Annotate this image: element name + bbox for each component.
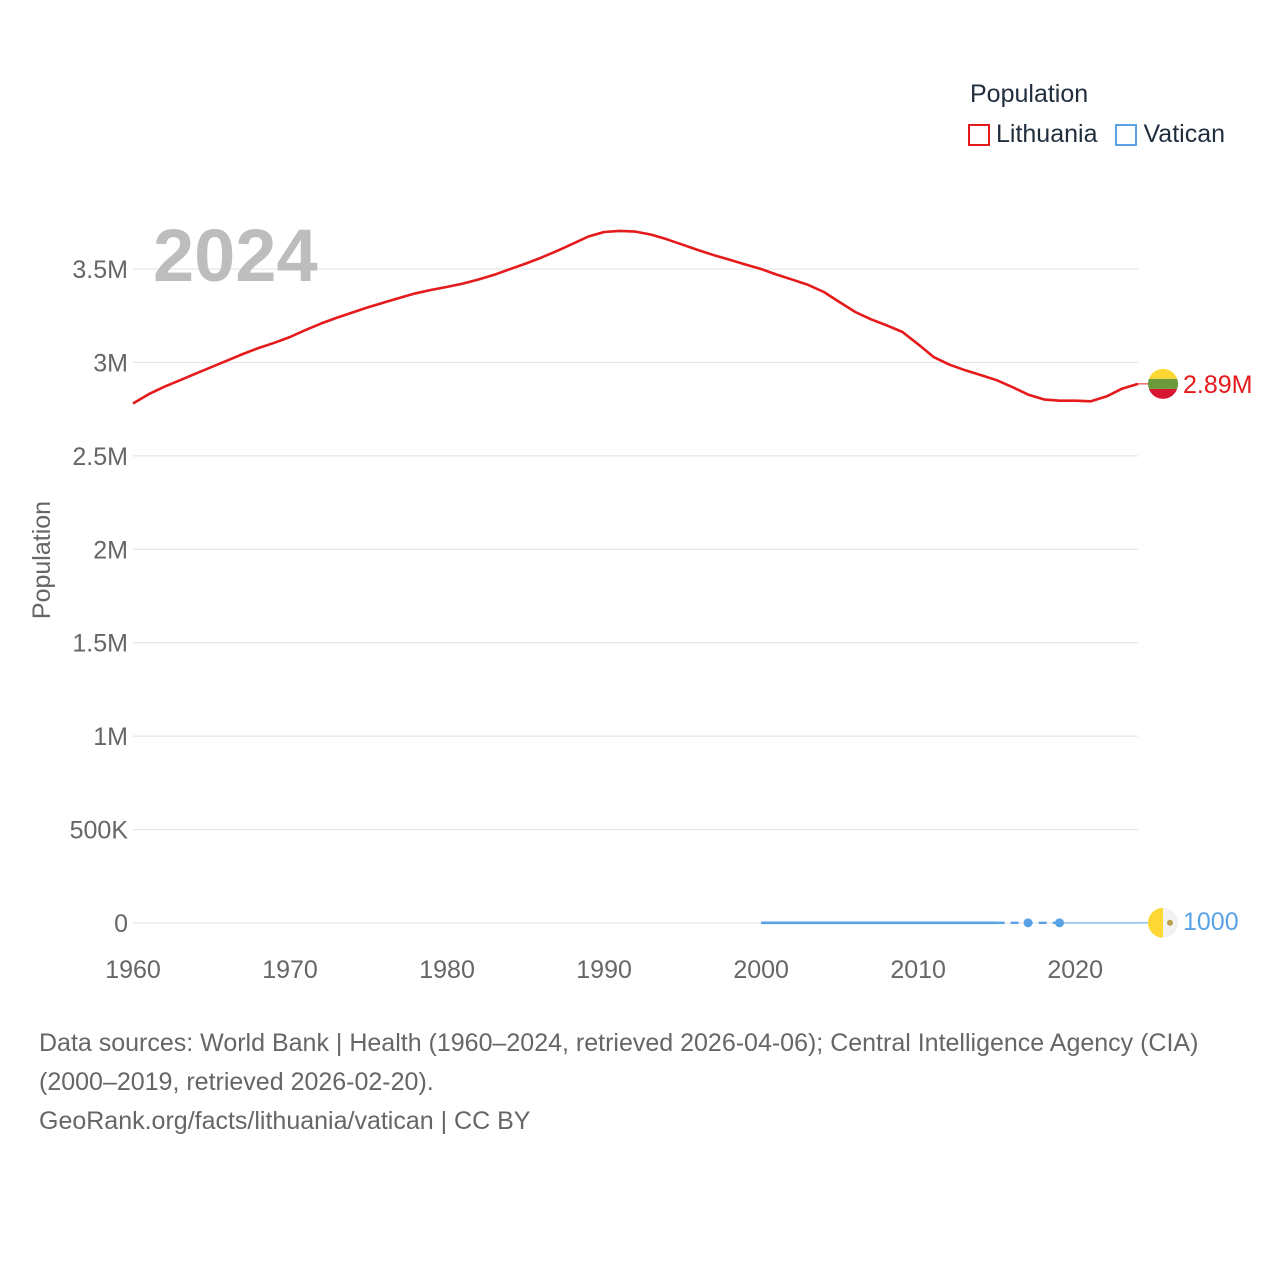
- legend-title: Population: [970, 80, 1089, 108]
- x-tick-label: 1960: [105, 956, 161, 984]
- x-tick-label: 1970: [262, 956, 318, 984]
- flag-halves-vatican: [1148, 907, 1178, 938]
- y-tick-label: 0: [114, 910, 128, 938]
- attribution-link[interactable]: GeoRank.org/facts/lithuania/vatican | CC…: [39, 1107, 531, 1135]
- y-tick-label: 3.5M: [72, 256, 128, 284]
- legend-label-lithuania: Lithuania: [996, 120, 1098, 148]
- y-tick-label: 2M: [93, 536, 128, 564]
- end-label-lithuania: 2.89M: [1183, 371, 1252, 399]
- legend-swatch-lithuania: [968, 123, 990, 146]
- x-tick-label: 1990: [576, 956, 632, 984]
- footer: Data sources: World Bank | Health (1960–…: [39, 1024, 1249, 1141]
- legend-label-vatican: Vatican: [1143, 120, 1226, 148]
- legend: Lithuania Vatican: [968, 120, 1225, 149]
- end-label-vatican: 1000: [1183, 908, 1239, 936]
- y-axis-label: Population: [28, 501, 56, 619]
- flag-emblem: [1167, 919, 1173, 926]
- x-tick-label: 2010: [890, 956, 946, 984]
- y-axis-ticks: 0 500K 1M 1.5M 2M 2.5M 3M 3.5M: [70, 256, 129, 938]
- x-tick-label: 2020: [1047, 956, 1103, 984]
- series-lines: [132, 229, 1160, 928]
- flag-half-yellow: [1148, 907, 1163, 938]
- y-tick-label: 2.5M: [72, 443, 128, 471]
- legend-item-vatican[interactable]: Vatican: [1115, 120, 1225, 149]
- legend-item-lithuania[interactable]: Lithuania: [968, 120, 1097, 149]
- flag-stripe-red: [1148, 388, 1178, 399]
- y-tick-label: 500K: [70, 817, 129, 845]
- x-axis-ticks: 1960 1970 1980 1990 2000 2010 2020: [105, 956, 1103, 984]
- flag-stripes-lithuania: [1148, 368, 1178, 399]
- series-line-lithuania: [132, 229, 1139, 405]
- flag-vatican-icon: [1148, 907, 1178, 938]
- x-tick-label: 2000: [733, 956, 789, 984]
- data-point-vatican: [1023, 918, 1033, 928]
- y-tick-label: 1.5M: [72, 630, 128, 658]
- y-tick-label: 3M: [93, 349, 128, 377]
- legend-swatch-vatican: [1115, 123, 1138, 146]
- year-watermark: 2024: [153, 214, 318, 297]
- grid-lines: [133, 268, 1138, 924]
- flag-stripe-green: [1148, 378, 1178, 389]
- y-tick-label: 1M: [93, 723, 128, 751]
- data-sources: Data sources: World Bank | Health (1960–…: [39, 1029, 1199, 1096]
- flag-stripe-yellow: [1148, 368, 1178, 379]
- x-tick-label: 1980: [419, 956, 475, 984]
- end-markers: 2.89M 1000: [1138, 368, 1252, 938]
- flag-lithuania-icon: [1148, 368, 1178, 399]
